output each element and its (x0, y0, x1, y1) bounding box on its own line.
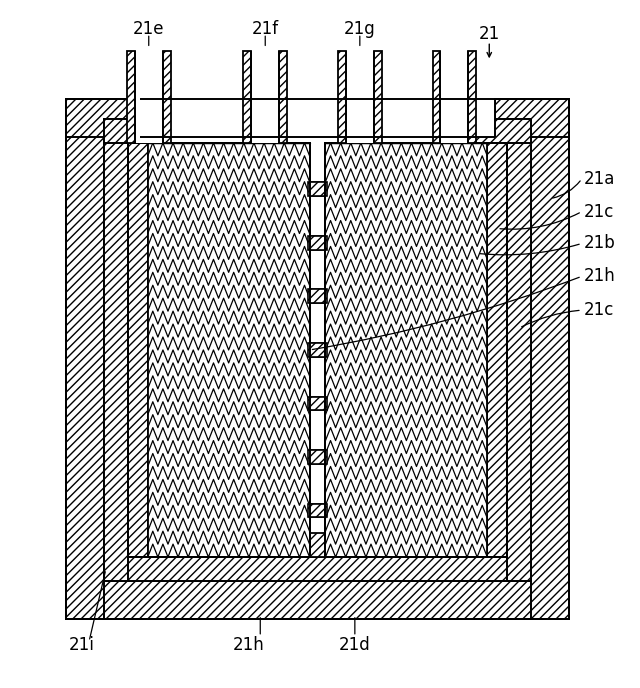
Bar (66, 581, 569, 619)
Bar (66, 99, 104, 619)
Bar (326, 143, 487, 557)
Bar (440, 52, 468, 143)
Text: 21g: 21g (344, 21, 376, 39)
Bar (308, 182, 326, 196)
Bar (433, 52, 440, 143)
Bar (310, 450, 328, 464)
Text: 21d: 21d (339, 636, 371, 654)
Bar (308, 290, 326, 303)
Bar (310, 396, 328, 411)
Bar (374, 52, 381, 143)
Text: 21b: 21b (584, 235, 616, 252)
Bar (135, 52, 163, 143)
Bar (495, 99, 569, 137)
Text: 21e: 21e (133, 21, 164, 39)
Bar (487, 143, 507, 557)
Bar (310, 143, 326, 557)
Text: 21h: 21h (232, 636, 264, 654)
Bar (308, 450, 326, 464)
Text: 21: 21 (479, 25, 500, 43)
Bar (308, 396, 326, 411)
Bar (326, 143, 487, 557)
Bar (531, 99, 569, 619)
Bar (66, 99, 140, 137)
Text: 21c: 21c (584, 202, 614, 221)
Bar (507, 119, 531, 581)
Text: 21f: 21f (252, 21, 279, 39)
Text: 21c: 21c (584, 301, 614, 319)
Bar (310, 236, 328, 250)
Text: 21a: 21a (584, 170, 615, 188)
Bar (310, 504, 328, 517)
Bar (243, 52, 252, 143)
Bar (148, 143, 310, 557)
Bar (310, 182, 328, 196)
Bar (104, 557, 531, 581)
Bar (148, 143, 310, 557)
Bar (310, 290, 328, 303)
Bar (310, 533, 326, 557)
Bar (468, 52, 476, 143)
Bar (104, 119, 531, 581)
Bar (66, 99, 569, 619)
Bar (346, 52, 374, 143)
Bar (308, 343, 326, 357)
Bar (308, 236, 326, 250)
Bar (308, 504, 326, 517)
Bar (127, 52, 135, 143)
Bar (279, 52, 287, 143)
Bar (104, 119, 160, 143)
Bar (310, 343, 328, 357)
Bar (140, 99, 495, 137)
Bar (476, 119, 531, 143)
Bar (326, 143, 507, 557)
Text: 21h: 21h (584, 268, 616, 286)
Bar (163, 52, 171, 143)
Bar (252, 52, 279, 143)
Bar (128, 143, 148, 557)
Text: 21i: 21i (69, 636, 95, 654)
Bar (128, 143, 310, 557)
Bar (338, 52, 346, 143)
Bar (104, 119, 128, 581)
